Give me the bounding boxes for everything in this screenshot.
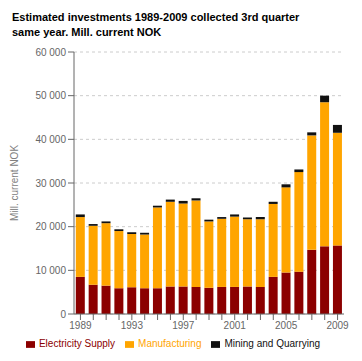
svg-text:60 000: 60 000: [35, 47, 66, 58]
svg-text:30 000: 30 000: [35, 178, 66, 189]
svg-text:0: 0: [60, 309, 66, 320]
svg-text:10 000: 10 000: [35, 265, 66, 276]
svg-text:40 000: 40 000: [35, 134, 66, 145]
svg-text:2005: 2005: [275, 320, 298, 331]
html-text:Manufacturing: Manufacturing: [138, 338, 202, 349]
html-text:Estimated investments 1989-200: Estimated investments 1989-2009 collecte…: [12, 11, 300, 38]
svg-text:20 000: 20 000: [35, 221, 66, 232]
svg-text:2009: 2009: [326, 320, 349, 331]
svg-text:50 000: 50 000: [35, 90, 66, 101]
svg-text:1993: 1993: [121, 320, 144, 331]
svg-text:Mill. current NOK: Mill. current NOK: [9, 145, 20, 221]
svg-text:1989: 1989: [69, 320, 92, 331]
svg-text:1997: 1997: [172, 320, 195, 331]
html-text:Mining and Quarrying: Mining and Quarrying: [224, 338, 321, 349]
html-text:Electricity Supply: Electricity Supply: [38, 338, 116, 349]
svg-text:2001: 2001: [224, 320, 247, 331]
